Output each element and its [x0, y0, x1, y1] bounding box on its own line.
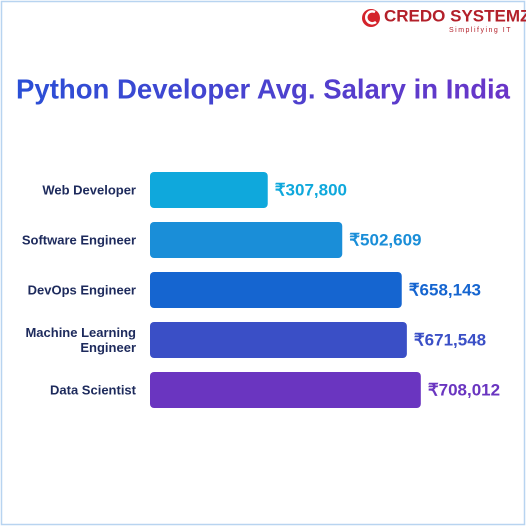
category-label: DevOps Engineer	[27, 282, 136, 298]
value-label: ₹708,012	[428, 380, 500, 399]
logo-swirl	[365, 10, 377, 25]
bar	[150, 222, 343, 258]
bar	[150, 372, 421, 408]
bar	[150, 172, 268, 208]
bar	[150, 272, 402, 308]
category-label: Software Engineer	[21, 232, 136, 248]
logo-name: CREDO SYSTEMZ	[384, 6, 526, 25]
chart-title: Python Developer Avg. Salary in India	[16, 73, 510, 104]
category-label: Data Scientist	[50, 382, 136, 398]
category-label: Web Developer	[42, 182, 136, 198]
value-label: ₹658,143	[409, 280, 481, 299]
value-label: ₹307,800	[275, 180, 347, 199]
logo: CREDO SYSTEMZ Simplifying IT	[362, 6, 526, 34]
category-label: Machine Learning Engineer	[25, 325, 136, 355]
value-label: ₹502,609	[349, 230, 421, 249]
bar	[150, 322, 407, 358]
logo-tagline: Simplifying IT	[449, 27, 512, 34]
value-label: ₹671,548	[414, 330, 486, 349]
